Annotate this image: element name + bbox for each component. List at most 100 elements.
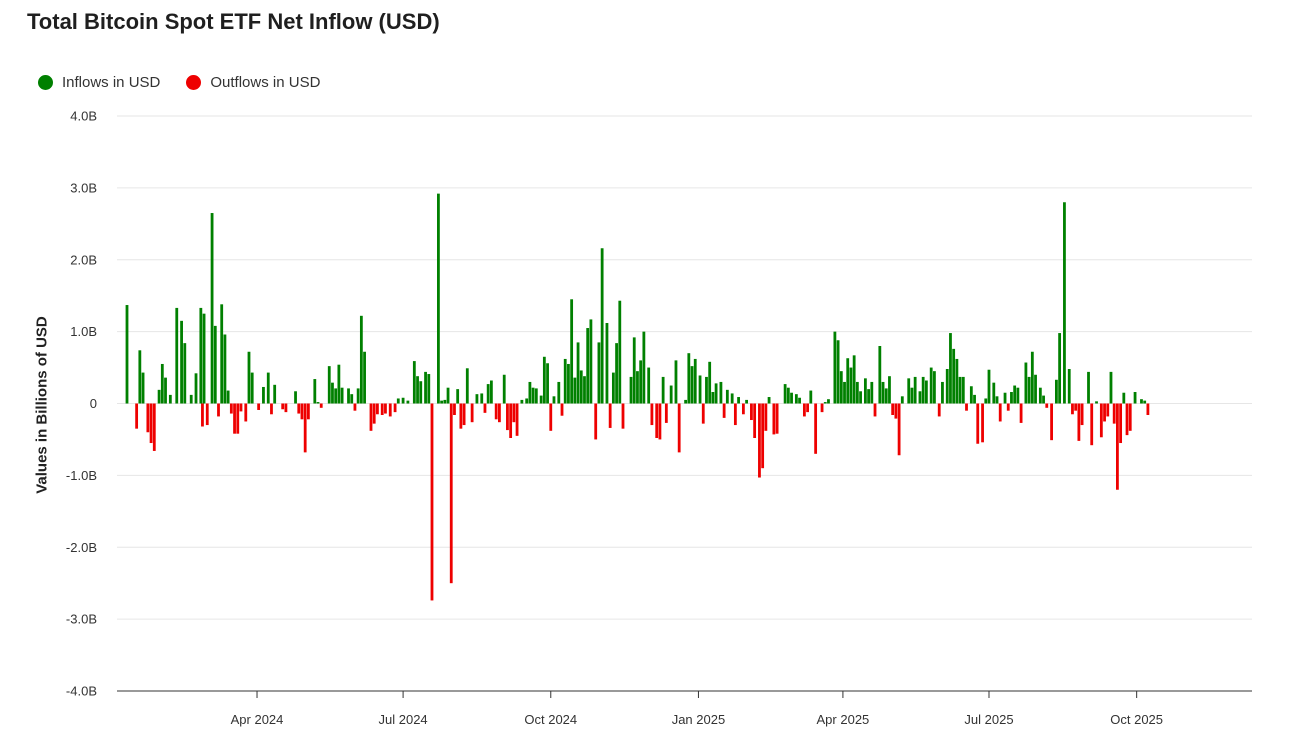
outflow-bar[interactable] bbox=[303, 403, 307, 453]
outflow-bar[interactable] bbox=[372, 403, 376, 424]
inflow-bar[interactable] bbox=[520, 399, 524, 404]
inflow-bar[interactable] bbox=[419, 381, 423, 404]
inflow-bar[interactable] bbox=[456, 389, 460, 404]
outflow-bar[interactable] bbox=[149, 403, 153, 444]
inflow-bar[interactable] bbox=[827, 399, 830, 404]
inflow-bar[interactable] bbox=[531, 387, 535, 404]
inflow-bar[interactable] bbox=[273, 384, 277, 404]
inflow-bar[interactable] bbox=[794, 394, 798, 404]
inflow-bar[interactable] bbox=[327, 366, 331, 404]
outflow-bar[interactable] bbox=[1071, 403, 1074, 415]
outflow-bar[interactable] bbox=[775, 403, 779, 434]
inflow-bar[interactable] bbox=[313, 379, 317, 404]
outflow-bar[interactable] bbox=[1125, 403, 1129, 436]
outflow-bar[interactable] bbox=[146, 403, 150, 433]
inflow-bar[interactable] bbox=[1067, 369, 1071, 404]
inflow-bar[interactable] bbox=[1109, 371, 1113, 404]
outflow-bar[interactable] bbox=[319, 403, 323, 408]
outflow-bar[interactable] bbox=[891, 403, 895, 416]
inflow-bar[interactable] bbox=[557, 381, 561, 404]
inflow-bar[interactable] bbox=[767, 397, 771, 404]
inflow-bar[interactable] bbox=[711, 392, 715, 404]
inflow-bar[interactable] bbox=[629, 376, 633, 404]
inflow-bar[interactable] bbox=[684, 399, 688, 404]
outflow-bar[interactable] bbox=[1019, 403, 1023, 423]
inflow-bar[interactable] bbox=[262, 386, 265, 404]
inflow-bar[interactable] bbox=[226, 390, 230, 404]
inflow-bar[interactable] bbox=[164, 377, 167, 404]
inflow-bar[interactable] bbox=[929, 367, 933, 404]
inflow-bar[interactable] bbox=[1095, 401, 1098, 404]
outflow-bar[interactable] bbox=[1090, 403, 1094, 446]
inflow-bar[interactable] bbox=[855, 381, 859, 404]
inflow-bar[interactable] bbox=[334, 388, 338, 404]
inflow-bar[interactable] bbox=[924, 380, 928, 404]
inflow-bar[interactable] bbox=[708, 361, 712, 404]
outflow-bar[interactable] bbox=[300, 403, 304, 420]
inflow-bar[interactable] bbox=[1055, 379, 1058, 404]
outflow-bar[interactable] bbox=[1106, 403, 1110, 417]
inflow-bar[interactable] bbox=[416, 376, 419, 404]
outflow-bar[interactable] bbox=[677, 403, 681, 453]
inflow-bar[interactable] bbox=[573, 377, 577, 404]
outflow-bar[interactable] bbox=[205, 403, 209, 426]
outflow-bar[interactable] bbox=[369, 403, 373, 431]
outflow-bar[interactable] bbox=[894, 403, 898, 419]
outflow-bar[interactable] bbox=[380, 403, 384, 416]
inflow-bar[interactable] bbox=[199, 307, 203, 404]
outflow-bar[interactable] bbox=[483, 403, 487, 413]
outflow-bar[interactable] bbox=[873, 403, 877, 417]
outflow-bar[interactable] bbox=[1128, 403, 1132, 431]
inflow-bar[interactable] bbox=[1003, 392, 1007, 404]
inflow-bar[interactable] bbox=[941, 381, 944, 404]
outflow-bar[interactable] bbox=[761, 403, 765, 469]
inflow-bar[interactable] bbox=[1058, 333, 1062, 404]
inflow-bar[interactable] bbox=[141, 372, 145, 404]
inflow-bar[interactable] bbox=[955, 358, 959, 404]
outflow-bar[interactable] bbox=[976, 403, 980, 444]
inflow-bar[interactable] bbox=[180, 320, 183, 404]
inflow-bar[interactable] bbox=[567, 363, 570, 404]
inflow-bar[interactable] bbox=[1122, 392, 1126, 404]
inflow-bar[interactable] bbox=[465, 368, 469, 404]
inflow-bar[interactable] bbox=[600, 248, 604, 404]
inflow-bar[interactable] bbox=[194, 373, 198, 404]
outflow-bar[interactable] bbox=[814, 403, 818, 454]
inflow-bar[interactable] bbox=[189, 394, 193, 404]
inflow-bar[interactable] bbox=[632, 337, 636, 404]
inflow-bar[interactable] bbox=[639, 360, 643, 404]
outflow-bar[interactable] bbox=[1119, 403, 1123, 444]
legend-item-outflows[interactable]: Outflows in USD bbox=[186, 74, 320, 91]
inflow-bar[interactable] bbox=[534, 388, 538, 404]
inflow-bar[interactable] bbox=[737, 397, 740, 404]
inflow-bar[interactable] bbox=[1024, 362, 1028, 404]
outflow-bar[interactable] bbox=[1006, 403, 1010, 411]
inflow-bar[interactable] bbox=[446, 387, 450, 404]
outflow-bar[interactable] bbox=[1103, 403, 1106, 422]
inflow-bar[interactable] bbox=[1013, 385, 1017, 404]
outflow-bar[interactable] bbox=[1112, 403, 1116, 424]
inflow-bar[interactable] bbox=[266, 372, 270, 404]
inflow-bar[interactable] bbox=[730, 393, 734, 404]
inflow-bar[interactable] bbox=[693, 358, 697, 404]
inflow-bar[interactable] bbox=[1133, 392, 1137, 404]
outflow-bar[interactable] bbox=[201, 403, 204, 427]
inflow-bar[interactable] bbox=[1010, 392, 1013, 404]
inflow-bar[interactable] bbox=[674, 360, 678, 404]
outflow-bar[interactable] bbox=[284, 403, 288, 413]
inflow-bar[interactable] bbox=[542, 356, 546, 404]
outflow-bar[interactable] bbox=[388, 403, 392, 417]
inflow-bar[interactable] bbox=[437, 193, 440, 404]
inflow-bar[interactable] bbox=[160, 363, 164, 404]
outflow-bar[interactable] bbox=[453, 403, 456, 416]
inflow-bar[interactable] bbox=[949, 333, 952, 404]
inflow-bar[interactable] bbox=[356, 388, 360, 404]
inflow-bar[interactable] bbox=[881, 381, 885, 404]
outflow-bar[interactable] bbox=[1050, 403, 1053, 441]
inflow-bar[interactable] bbox=[1140, 399, 1143, 404]
inflow-bar[interactable] bbox=[1038, 387, 1042, 404]
outflow-bar[interactable] bbox=[239, 403, 243, 412]
inflow-bar[interactable] bbox=[690, 366, 694, 404]
inflow-bar[interactable] bbox=[987, 369, 991, 404]
inflow-bar[interactable] bbox=[921, 376, 925, 404]
